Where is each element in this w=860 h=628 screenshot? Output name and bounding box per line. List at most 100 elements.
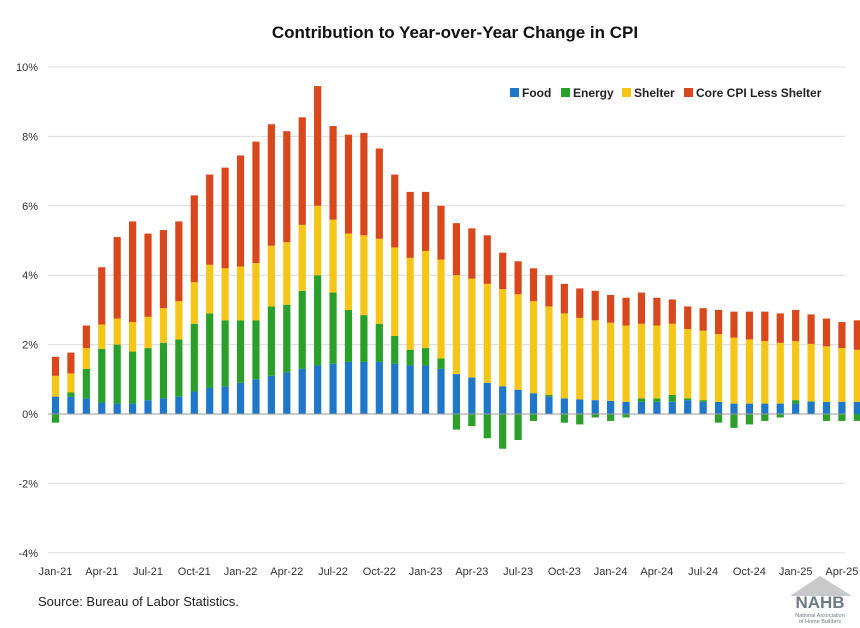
bar-stack bbox=[714, 309, 723, 423]
bar-stack bbox=[483, 235, 491, 439]
x-tick-label: Jul-24 bbox=[688, 566, 718, 578]
bar-segment-food bbox=[129, 403, 137, 414]
bar-segment-core-cpi-less-shelter bbox=[406, 191, 414, 258]
bar-segment-core-cpi-less-shelter bbox=[452, 223, 461, 276]
bar-segment-shelter bbox=[221, 268, 229, 321]
bar-segment-core-cpi-less-shelter bbox=[113, 237, 121, 319]
bar-segment-shelter bbox=[838, 348, 846, 402]
bar-segment-core-cpi-less-shelter bbox=[360, 132, 368, 236]
bar-segment-shelter bbox=[807, 343, 815, 402]
x-tick-label: Jul-22 bbox=[318, 566, 348, 578]
x-tick-label: Oct-23 bbox=[548, 566, 581, 578]
bar-segment-core-cpi-less-shelter bbox=[159, 230, 168, 309]
bar-segment-energy bbox=[67, 392, 75, 397]
bar-segment-shelter bbox=[637, 323, 646, 399]
bar-segment-energy bbox=[529, 414, 538, 421]
bar-segment-food bbox=[807, 401, 815, 414]
bar-segment-energy bbox=[329, 292, 337, 364]
y-tick-label: 0% bbox=[22, 409, 38, 421]
bar-segment-shelter bbox=[298, 224, 306, 291]
bar-segment-food bbox=[483, 382, 491, 414]
bar-segment-shelter bbox=[175, 301, 183, 340]
bar-stack bbox=[267, 124, 275, 414]
bar-segment-food bbox=[159, 398, 168, 414]
bar-segment-core-cpi-less-shelter bbox=[144, 233, 152, 317]
bar-segment-food bbox=[144, 400, 152, 414]
bar-stack bbox=[514, 261, 522, 441]
bar-segment-shelter bbox=[51, 375, 60, 397]
bar-segment-energy bbox=[822, 414, 831, 421]
bar-stack bbox=[329, 125, 337, 414]
bar-segment-core-cpi-less-shelter bbox=[807, 314, 815, 344]
bar-segment-shelter bbox=[622, 325, 630, 402]
bar-segment-shelter bbox=[699, 330, 707, 401]
bar-stack bbox=[468, 228, 476, 427]
bar-segment-food bbox=[622, 401, 630, 414]
x-tick-label: Jan-22 bbox=[224, 566, 258, 578]
bar-segment-energy bbox=[776, 414, 784, 418]
bar-segment-shelter bbox=[499, 289, 507, 387]
bar-segment-shelter bbox=[529, 301, 538, 394]
bar-segment-shelter bbox=[360, 235, 368, 316]
bar-segment-energy bbox=[745, 414, 753, 425]
x-tick-label: Apr-24 bbox=[640, 566, 673, 578]
bar-segment-core-cpi-less-shelter bbox=[314, 86, 322, 206]
bar-segment-food bbox=[67, 396, 75, 414]
bar-stack bbox=[684, 306, 692, 414]
bar-segment-energy bbox=[684, 398, 692, 401]
bar-stack bbox=[375, 148, 383, 414]
bar-segment-shelter bbox=[792, 341, 800, 401]
bar-segment-energy bbox=[761, 414, 769, 421]
bar-stack bbox=[637, 292, 646, 414]
bar-segment-food bbox=[576, 399, 584, 414]
bar-segment-shelter bbox=[822, 346, 831, 402]
bar-segment-core-cpi-less-shelter bbox=[98, 267, 106, 325]
bar-stack bbox=[730, 311, 738, 428]
bar-segment-energy bbox=[668, 394, 676, 402]
bar-segment-energy bbox=[468, 414, 476, 427]
bar-stack bbox=[529, 268, 538, 421]
bar-segment-energy bbox=[653, 398, 661, 402]
bar-stack bbox=[545, 275, 553, 414]
bar-stack bbox=[206, 174, 214, 414]
bar-stack bbox=[159, 230, 168, 414]
bar-segment-shelter bbox=[267, 245, 275, 307]
bar-segment-shelter bbox=[236, 266, 245, 321]
bar-segment-energy bbox=[406, 349, 414, 366]
bar-stack bbox=[221, 167, 229, 414]
bar-segment-food bbox=[761, 403, 769, 414]
bar-segment-food bbox=[252, 379, 260, 414]
bar-segment-energy bbox=[545, 394, 553, 397]
bar-segment-food bbox=[391, 363, 399, 414]
bar-segment-shelter bbox=[159, 308, 168, 343]
legend-swatch bbox=[684, 88, 693, 97]
bar-segment-core-cpi-less-shelter bbox=[622, 297, 630, 326]
bar-segment-food bbox=[684, 400, 692, 414]
bar-stack bbox=[591, 290, 599, 418]
bar-stack bbox=[391, 174, 399, 414]
bar-stack bbox=[792, 309, 800, 414]
bar-segment-core-cpi-less-shelter bbox=[607, 294, 615, 323]
bar-segment-core-cpi-less-shelter bbox=[684, 306, 692, 329]
bar-segment-shelter bbox=[776, 342, 784, 404]
bar-stack bbox=[190, 195, 198, 414]
bar-segment-core-cpi-less-shelter bbox=[499, 252, 507, 290]
bar-segment-energy bbox=[113, 344, 121, 404]
x-tick-label: Jan-24 bbox=[594, 566, 628, 578]
bar-segment-core-cpi-less-shelter bbox=[67, 352, 75, 374]
bar-segment-energy bbox=[421, 348, 430, 366]
bar-segment-food bbox=[344, 361, 353, 414]
bar-segment-food bbox=[82, 398, 90, 414]
bar-stack bbox=[67, 352, 75, 414]
bar-segment-energy bbox=[98, 348, 106, 403]
bar-segment-food bbox=[714, 401, 723, 414]
bar-segment-shelter bbox=[653, 325, 661, 399]
bar-segment-shelter bbox=[329, 219, 337, 293]
bar-segment-energy bbox=[437, 358, 445, 369]
bar-segment-shelter bbox=[514, 294, 522, 390]
bar-segment-core-cpi-less-shelter bbox=[190, 195, 198, 283]
bar-segment-core-cpi-less-shelter bbox=[699, 308, 707, 331]
bar-segment-energy bbox=[375, 323, 383, 362]
legend-label: Energy bbox=[573, 86, 614, 100]
bar-segment-shelter bbox=[545, 306, 553, 395]
